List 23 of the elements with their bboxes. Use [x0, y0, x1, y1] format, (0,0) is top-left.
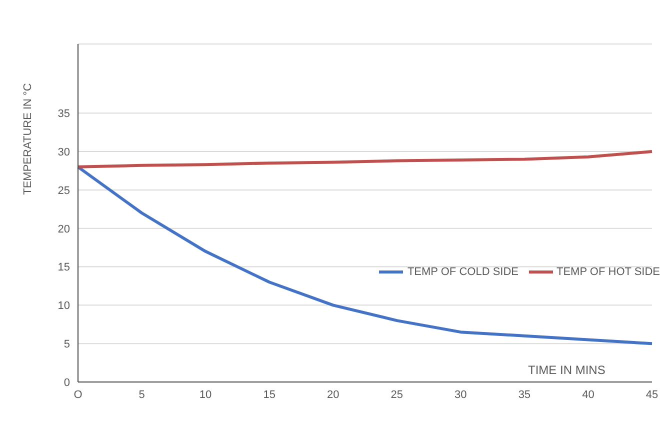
x-tick-label: 45 [646, 388, 658, 401]
x-tick-label: O [74, 388, 83, 401]
y-tick-label: 35 [58, 108, 70, 120]
x-tick-label: 20 [326, 388, 340, 401]
y-tick-label: 15 [58, 262, 70, 274]
y-tick-label: 30 [58, 146, 70, 158]
legend-label: TEMP OF HOT SIDE [556, 266, 660, 278]
x-tick-label: 10 [199, 388, 212, 401]
x-axis-title: TIME IN MINS [528, 363, 606, 377]
y-tick-label: 5 [64, 338, 70, 350]
x-tick-label: 35 [518, 388, 531, 401]
y-tick-label: 10 [58, 300, 70, 312]
y-tick-label: 20 [58, 223, 70, 236]
x-tick-label: 5 [138, 388, 145, 401]
x-tick-label: 30 [454, 388, 467, 401]
y-tick-label: 25 [58, 184, 70, 197]
x-tick-label: 25 [390, 388, 404, 401]
x-tick-label: 40 [582, 388, 594, 401]
y-tick-label: 0 [64, 376, 70, 389]
line-series [76, 150, 654, 168]
legend-label: TEMP OF COLD SIDE [406, 266, 518, 278]
x-tick-label: 15 [263, 388, 276, 401]
y-axis-title: TEMPERATURE IN °C [22, 83, 34, 195]
